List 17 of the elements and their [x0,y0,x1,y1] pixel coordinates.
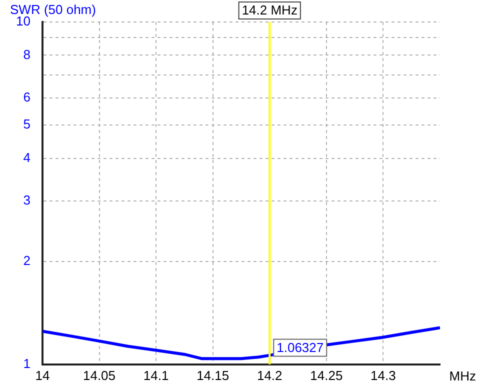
x-tick-label: 14.2 [256,368,282,383]
x-tick-label: 14.05 [82,368,116,383]
y-tick-label: 2 [23,252,30,268]
x-tick-label: 14.15 [196,368,230,383]
y-tick-label: 8 [23,46,30,62]
y-tick-label: 1 [23,356,30,371]
y-tick-label: 3 [23,192,30,208]
annotation: 1.06327 [276,340,324,355]
y-tick-label: 5 [23,116,30,132]
y-tick-label: 4 [23,150,30,165]
x-tick-label: 14.25 [310,368,343,383]
y-tick-label: 6 [23,90,30,105]
ref-line-label: 14.2 MHz [242,2,298,18]
x-tick-label: 14.3 [370,368,396,383]
x-axis-title: MHz [449,368,476,384]
x-tick-label: 14.1 [143,368,169,383]
x-tick-label: 14 [35,368,50,383]
